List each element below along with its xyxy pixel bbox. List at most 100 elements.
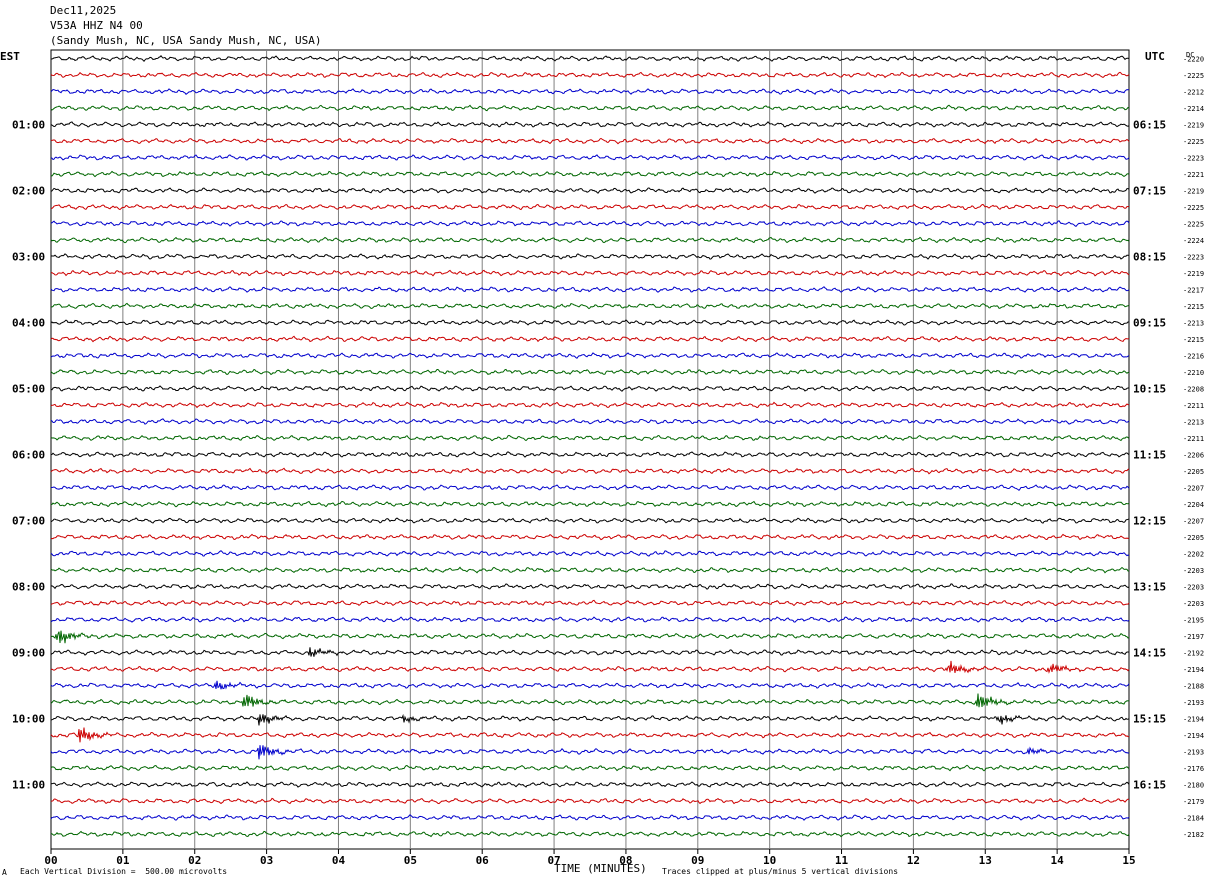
dc-offset-label: -2197 <box>1183 633 1204 641</box>
seismic-trace <box>50 104 1130 112</box>
dc-offset-label: -2180 <box>1183 782 1204 790</box>
right-hour-label: 09:15 <box>1133 317 1166 330</box>
left-hour-label: 06:00 <box>12 449 45 462</box>
right-hour-label: 10:15 <box>1133 383 1166 396</box>
seismic-trace <box>50 368 1130 376</box>
right-hour-label: 15:15 <box>1133 713 1166 726</box>
x-tick-label: 04 <box>332 854 346 867</box>
dc-offset-label: -2219 <box>1183 122 1204 130</box>
seismic-trace <box>50 154 1130 161</box>
dc-offset-label: -2221 <box>1183 171 1204 179</box>
x-tick-label: 01 <box>116 854 130 867</box>
x-tick-label: 08 <box>619 854 632 867</box>
seismic-trace <box>50 566 1130 574</box>
seismic-trace <box>50 647 1130 657</box>
dc-offset-label: -2211 <box>1183 402 1204 410</box>
seismic-trace <box>50 830 1130 838</box>
dc-offset-label: -2203 <box>1183 600 1204 608</box>
seismic-trace <box>50 170 1130 178</box>
seismic-trace <box>50 500 1130 508</box>
left-hour-label: 03:00 <box>12 251 45 264</box>
dc-header: DC <box>1186 51 1194 59</box>
left-hour-label: 05:00 <box>12 383 45 396</box>
right-hour-label: 07:15 <box>1133 185 1166 198</box>
seismic-trace <box>51 484 1130 491</box>
seismic-trace <box>50 203 1130 211</box>
seismic-trace <box>50 434 1130 442</box>
left-hour-label: 11:00 <box>12 779 45 792</box>
right-hour-label: 11:15 <box>1133 449 1166 462</box>
seismic-trace <box>50 401 1130 409</box>
dc-offset-label: -2216 <box>1183 353 1204 361</box>
seismic-trace <box>50 385 1130 392</box>
x-tick-label: 11 <box>835 854 849 867</box>
seismic-trace <box>50 253 1130 260</box>
dc-offset-label: -2195 <box>1183 617 1204 625</box>
dc-offset-label: -2208 <box>1183 386 1204 394</box>
dc-offset-label: -2179 <box>1183 798 1204 806</box>
left-hour-label: 09:00 <box>12 647 45 660</box>
right-hour-label: 08:15 <box>1133 251 1166 264</box>
seismic-trace <box>50 814 1130 821</box>
x-tick-label: 10 <box>763 854 776 867</box>
dc-offset-label: -2205 <box>1183 534 1204 542</box>
dc-offset-label: -2220 <box>1183 56 1204 64</box>
dc-offset-label: -2207 <box>1183 518 1204 526</box>
seismic-trace <box>50 693 1130 708</box>
right-hour-label: 14:15 <box>1133 647 1166 660</box>
right-hour-label: 06:15 <box>1133 119 1166 132</box>
dc-offset-label: -2194 <box>1183 666 1204 674</box>
seismic-trace <box>50 137 1130 145</box>
right-hour-label: 16:15 <box>1133 779 1166 792</box>
dc-offset-label: -2176 <box>1183 765 1204 773</box>
left-hour-label: 07:00 <box>12 515 45 528</box>
seismic-trace <box>50 451 1130 458</box>
seismic-trace <box>50 88 1130 96</box>
right-timezone-label: UTC <box>1145 50 1165 63</box>
left-hour-label: 08:00 <box>12 581 45 594</box>
dc-offset-label: -2202 <box>1183 551 1204 559</box>
left-hour-label: 10:00 <box>12 713 45 726</box>
dc-offset-label: -2206 <box>1183 452 1204 460</box>
dc-offset-label: -2223 <box>1183 254 1204 262</box>
seismic-trace <box>50 616 1130 623</box>
seismic-trace <box>50 533 1130 541</box>
dc-offset-label: -2184 <box>1183 815 1204 823</box>
x-tick-label: 00 <box>44 854 57 867</box>
seismic-trace <box>50 286 1130 293</box>
seismic-trace <box>50 187 1130 194</box>
dc-offset-label: -2211 <box>1183 435 1204 443</box>
seismic-trace <box>50 797 1130 805</box>
seismic-trace <box>50 220 1130 227</box>
x-tick-label: 12 <box>907 854 920 867</box>
seismic-trace <box>50 467 1130 475</box>
dc-offset-label: -2215 <box>1183 336 1204 344</box>
plot-frame <box>50 49 1130 850</box>
dc-offset-label: -2203 <box>1183 567 1204 575</box>
x-tick-label: 15 <box>1122 854 1135 867</box>
seismic-trace <box>50 550 1130 557</box>
dc-offset-label: -2194 <box>1183 732 1204 740</box>
dc-offset-label: -2188 <box>1183 683 1204 691</box>
dc-offset-label: -2213 <box>1183 419 1204 427</box>
dc-offset-label: -2225 <box>1183 138 1204 146</box>
dc-offset-label: -2213 <box>1183 320 1204 328</box>
seismic-trace <box>50 713 1130 726</box>
seismic-trace <box>50 121 1130 128</box>
dc-offset-label: -2192 <box>1183 650 1204 658</box>
dc-offset-label: -2210 <box>1183 369 1204 377</box>
left-hour-label: 02:00 <box>12 185 45 198</box>
scale-note: Each Vertical Division = 500.00 microvol… <box>20 867 228 876</box>
x-tick-label: 09 <box>691 854 704 867</box>
dc-offset-label: -2193 <box>1183 749 1204 757</box>
seismic-trace <box>50 781 1130 788</box>
seismic-trace <box>50 71 1130 79</box>
dc-offset-label: -2217 <box>1183 287 1204 295</box>
seismic-trace <box>50 599 1130 607</box>
seismic-trace <box>50 745 1130 760</box>
left-hour-label: 04:00 <box>12 317 45 330</box>
dc-offset-label: -2205 <box>1183 468 1204 476</box>
dc-offset-label: -2224 <box>1183 237 1204 245</box>
x-tick-label: 02 <box>188 854 201 867</box>
dc-offset-label: -2225 <box>1183 72 1204 80</box>
